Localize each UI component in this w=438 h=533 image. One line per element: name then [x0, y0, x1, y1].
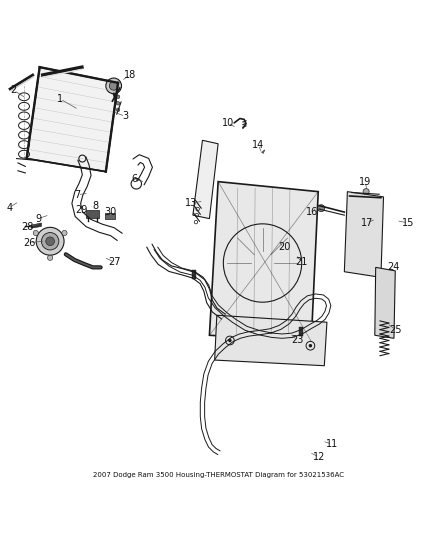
Polygon shape — [209, 182, 318, 341]
Circle shape — [106, 78, 121, 94]
Text: 8: 8 — [92, 200, 98, 211]
Circle shape — [116, 102, 120, 105]
Text: 27: 27 — [108, 257, 121, 267]
Bar — [105, 213, 115, 219]
Circle shape — [228, 339, 232, 342]
Text: 23: 23 — [291, 335, 304, 345]
Bar — [191, 270, 196, 279]
Text: 15: 15 — [402, 218, 414, 228]
Circle shape — [116, 95, 120, 99]
Polygon shape — [193, 140, 218, 219]
Text: 25: 25 — [389, 325, 402, 335]
Circle shape — [36, 228, 64, 255]
Text: 6: 6 — [131, 174, 137, 184]
Text: 20: 20 — [278, 242, 290, 252]
Text: 29: 29 — [76, 205, 88, 215]
Polygon shape — [215, 315, 327, 366]
Text: 17: 17 — [361, 218, 373, 228]
Text: 4: 4 — [6, 203, 12, 213]
Text: 2007 Dodge Ram 3500 Housing-THERMOSTAT Diagram for 53021536AC: 2007 Dodge Ram 3500 Housing-THERMOSTAT D… — [93, 472, 345, 478]
Polygon shape — [344, 192, 384, 277]
Text: 13: 13 — [184, 198, 197, 208]
Circle shape — [363, 189, 369, 195]
Bar — [299, 327, 303, 336]
Bar — [86, 210, 99, 218]
Polygon shape — [261, 150, 265, 154]
Circle shape — [309, 344, 312, 348]
Text: 24: 24 — [387, 262, 399, 271]
Text: 1: 1 — [57, 94, 63, 104]
Text: 26: 26 — [24, 238, 36, 247]
Polygon shape — [375, 268, 395, 338]
Text: 9: 9 — [35, 214, 42, 224]
Circle shape — [318, 205, 325, 212]
Circle shape — [62, 230, 67, 236]
Text: 19: 19 — [359, 176, 371, 187]
Text: 7: 7 — [74, 190, 81, 200]
Circle shape — [110, 82, 118, 90]
Circle shape — [46, 237, 54, 246]
Text: 21: 21 — [296, 257, 308, 267]
Text: 14: 14 — [252, 140, 264, 150]
Text: 3: 3 — [122, 111, 128, 122]
Circle shape — [116, 108, 120, 111]
Text: 16: 16 — [307, 207, 319, 217]
Circle shape — [42, 232, 59, 250]
Polygon shape — [27, 67, 118, 172]
Text: 11: 11 — [326, 439, 338, 449]
Text: 12: 12 — [313, 452, 325, 462]
Text: 30: 30 — [104, 207, 117, 217]
Text: 28: 28 — [21, 222, 34, 232]
Circle shape — [33, 230, 39, 236]
Polygon shape — [31, 223, 42, 228]
Circle shape — [47, 255, 53, 261]
Text: 18: 18 — [124, 70, 136, 80]
Text: 10: 10 — [222, 118, 234, 128]
Text: 2: 2 — [11, 85, 17, 95]
